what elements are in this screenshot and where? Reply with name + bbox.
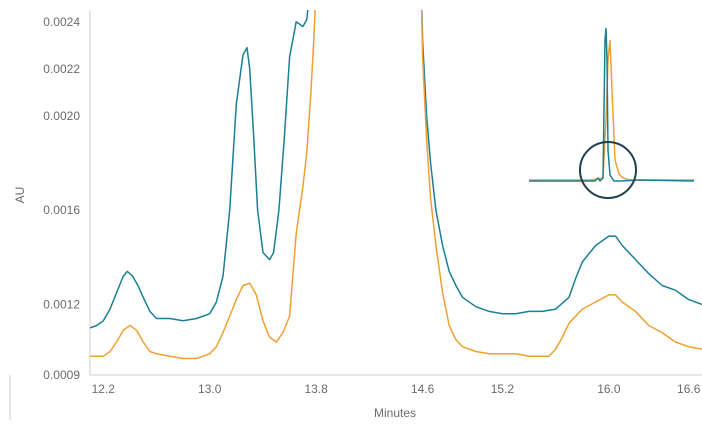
x-axis-title: Minutes	[374, 406, 416, 420]
y-tick-label: 0.0016	[43, 203, 80, 217]
inset-teal-trace	[529, 27, 695, 183]
orange-series-line	[90, 10, 702, 360]
x-tick-label: 16.0	[597, 382, 621, 396]
x-tick-label: 14.6	[411, 382, 435, 396]
y-tick-label: 0.0024	[43, 15, 80, 29]
y-axis-title: AU	[13, 187, 27, 204]
y-tick-label: 0.0022	[43, 62, 80, 76]
x-tick-label: 13.8	[304, 382, 328, 396]
series-layer	[90, 10, 702, 360]
y-tick-label: 0.0012	[43, 297, 80, 311]
inset-highlight-circle	[579, 141, 637, 199]
inset-chromatogram	[529, 27, 695, 199]
x-tick-label: 15.2	[491, 382, 515, 396]
teal-series-line	[90, 10, 702, 329]
x-tick-labels: 12.2 13.0 13.8 14.6 15.2 16.0 16.6	[92, 382, 701, 396]
x-tick-label: 16.6	[677, 382, 701, 396]
inset-orange-trace	[529, 39, 694, 181]
y-tick-label: 0.0009	[43, 368, 80, 382]
x-tick-label: 12.2	[92, 382, 116, 396]
y-tick-labels: 0.0009 0.0012 0.0016 0.0020 0.0022 0.0024	[43, 15, 80, 382]
x-tick-label: 13.0	[198, 382, 222, 396]
y-tick-label: 0.0020	[43, 109, 80, 123]
